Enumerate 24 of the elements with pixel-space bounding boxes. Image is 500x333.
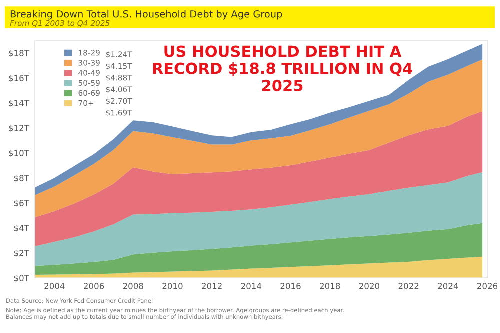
x-tick-label: 2022	[398, 283, 419, 290]
y-tick-label: $10T	[9, 150, 30, 158]
annotation: US HOUSEHOLD DEBT HIT A RECORD $18.8 TRILLION IN Q4 2025	[153, 46, 412, 92]
y-tick-label: $8T	[14, 174, 30, 182]
x-tick-label: 2004	[44, 283, 65, 290]
x-tick-label: 2026	[478, 283, 498, 290]
chart-title: Breaking Down Total U.S. Household Debt by Age Group	[10, 10, 282, 20]
y-tick-label: $16T	[9, 74, 30, 83]
x-tick-label: 2008	[123, 283, 144, 290]
y-tick-label: $6T	[14, 200, 30, 208]
y-tick-label: $18T	[9, 50, 30, 58]
x-tick-label: 2010	[162, 283, 183, 290]
y-tick-label: $2T	[14, 250, 30, 258]
x-tick-label: 2016	[280, 283, 301, 290]
x-tick-label: 2014	[241, 283, 262, 290]
x-tick-label: 2006	[84, 283, 104, 290]
y-tick-label: $4T	[14, 224, 30, 232]
x-tick-label: 2018	[320, 283, 340, 290]
y-tick-label: $12T	[9, 124, 30, 132]
x-tick-label: 2020	[359, 283, 380, 290]
y-tick-label: $14T	[9, 100, 30, 108]
y-tick-label: $0T	[14, 274, 30, 282]
x-tick-label: 2012	[202, 283, 222, 290]
x-tick-label: 2024	[438, 283, 458, 290]
